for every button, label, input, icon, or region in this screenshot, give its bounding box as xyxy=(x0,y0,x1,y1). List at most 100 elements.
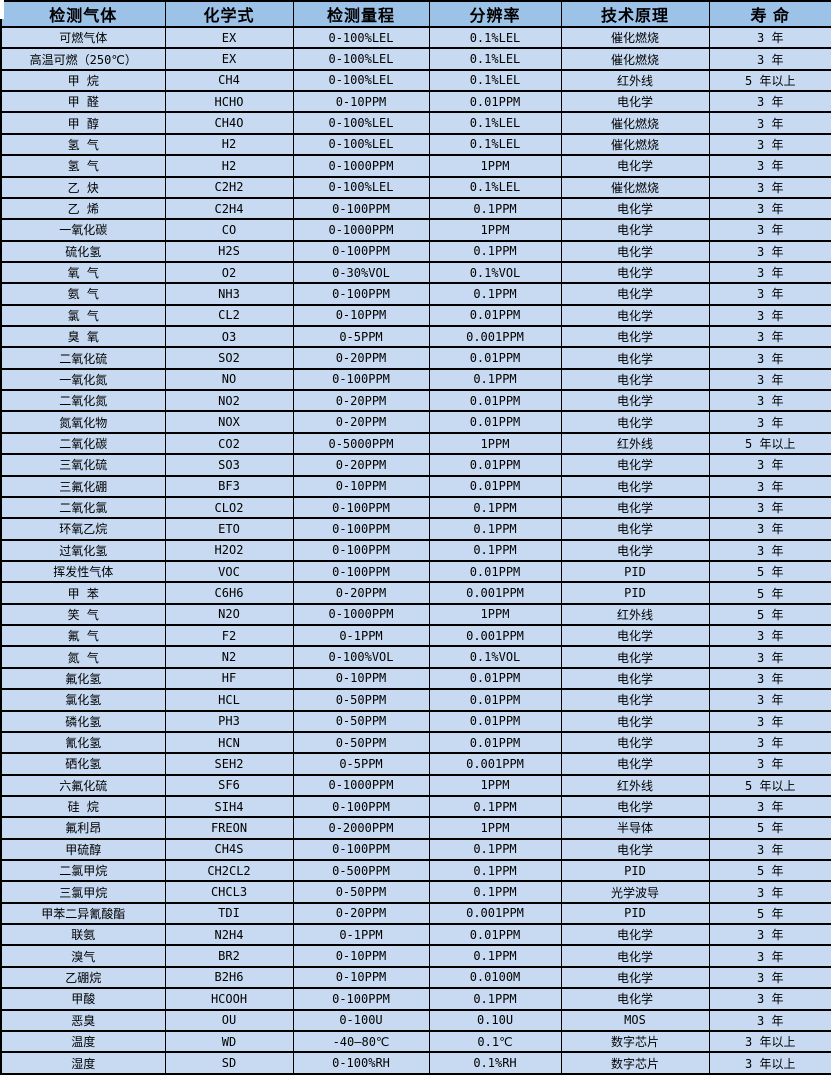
cell-gas: 硫化氢 xyxy=(0,239,166,263)
cell-gas: 氢 气 xyxy=(0,132,166,157)
cell-lifespan: 3 年 xyxy=(708,666,831,691)
cell-range: 0-100PPM xyxy=(292,794,430,819)
cell-lifespan: 5 年 xyxy=(708,581,831,605)
table-row: 三氯甲烷 CHCL3 0-50PPM 0.1PPM 光学波导 3 年 xyxy=(0,880,831,904)
cell-gas: 温度 xyxy=(0,1029,166,1054)
cell-principle: 催化燃烧 xyxy=(560,111,710,135)
cell-principle: 电化学 xyxy=(560,944,710,968)
cell-resolution: 0.1PPM xyxy=(428,944,562,968)
cell-gas: 磷化氢 xyxy=(0,709,166,733)
cell-lifespan: 5 年以上 xyxy=(708,431,831,456)
col-header-resolution: 分辨率 xyxy=(428,0,562,28)
cell-gas: 甲 醛 xyxy=(0,90,166,114)
table-row: 六氟化硫 SF6 0-1000PPM 1PPM 红外线 5 年以上 xyxy=(0,773,831,797)
cell-range: 0-10PPM xyxy=(292,944,430,968)
cell-range: 0-100PPM xyxy=(292,559,430,584)
col-header-principle: 技术原理 xyxy=(560,0,710,28)
cell-principle: 电化学 xyxy=(560,410,710,434)
cell-resolution: 0.10U xyxy=(428,1008,562,1032)
cell-principle: 电化学 xyxy=(560,90,710,114)
cell-range: 0-100%LEL xyxy=(292,175,430,199)
cell-formula: SO3 xyxy=(164,453,294,477)
cell-gas: 甲酸 xyxy=(0,987,166,1011)
cell-resolution: 0.1%LEL xyxy=(428,132,562,157)
cell-lifespan: 3 年 xyxy=(708,196,831,221)
cell-resolution: 0.1PPM xyxy=(428,196,562,221)
cell-gas: 氟化氢 xyxy=(0,666,166,691)
cell-principle: PID xyxy=(560,559,710,584)
table-row: 二氧化氯 CLO2 0-100PPM 0.1PPM 电化学 3 年 xyxy=(0,495,831,520)
cell-range: 0-20PPM xyxy=(292,410,430,434)
col-header-gas: 检测气体 xyxy=(0,0,166,28)
table-row: 氮氧化物 NOX 0-20PPM 0.01PPM 电化学 3 年 xyxy=(0,410,831,434)
cell-lifespan: 3 年 xyxy=(708,25,831,50)
cell-formula: O3 xyxy=(164,325,294,349)
cell-formula: CH2CL2 xyxy=(164,858,294,883)
cell-formula: PH3 xyxy=(164,709,294,733)
cell-gas: 甲硫醇 xyxy=(0,837,166,862)
table-row: 二氧化碳 CO2 0-5000PPM 1PPM 红外线 5 年以上 xyxy=(0,431,831,456)
table-row: 二氧化硫 SO2 0-20PPM 0.01PPM 电化学 3 年 xyxy=(0,346,831,370)
cell-lifespan: 3 年 xyxy=(708,367,831,392)
cell-lifespan: 3 年 xyxy=(708,944,831,968)
cell-gas: 氯 气 xyxy=(0,303,166,328)
cell-formula: NH3 xyxy=(164,282,294,306)
cell-principle: 电化学 xyxy=(560,260,710,285)
cell-gas: 乙 烯 xyxy=(0,196,166,221)
cell-formula: EX xyxy=(164,25,294,50)
cell-resolution: 0.1PPM xyxy=(428,367,562,392)
cell-formula: OU xyxy=(164,1008,294,1032)
cell-range: 0-10PPM xyxy=(292,666,430,691)
cell-lifespan: 5 年 xyxy=(708,901,831,926)
cell-lifespan: 3 年 xyxy=(708,837,831,862)
table-row: 联氨 N2H4 0-1PPM 0.01PPM 电化学 3 年 xyxy=(0,923,831,947)
cell-principle: 红外线 xyxy=(560,68,710,93)
cell-gas: 氟 气 xyxy=(0,624,166,648)
cell-gas: 乙硼烷 xyxy=(0,965,166,990)
cell-lifespan: 3 年 xyxy=(708,175,831,199)
cell-principle: 催化燃烧 xyxy=(560,175,710,199)
cell-lifespan: 3 年 xyxy=(708,965,831,990)
cell-principle: 电化学 xyxy=(560,453,710,477)
cell-lifespan: 3 年 xyxy=(708,260,831,285)
table-row: 笑 气 N2O 0-1000PPM 1PPM 红外线 5 年 xyxy=(0,602,831,627)
cell-lifespan: 3 年 xyxy=(708,752,831,776)
cell-lifespan: 3 年 xyxy=(708,325,831,349)
table-row: 一氧化碳 CO 0-1000PPM 1PPM 电化学 3 年 xyxy=(0,218,831,242)
cell-principle: PID xyxy=(560,858,710,883)
cell-formula: C2H4 xyxy=(164,196,294,221)
cell-resolution: 0.01PPM xyxy=(428,923,562,947)
table-row: 氟 气 F2 0-1PPM 0.001PPM 电化学 3 年 xyxy=(0,624,831,648)
cell-lifespan: 3 年 xyxy=(708,794,831,819)
cell-lifespan: 5 年 xyxy=(708,559,831,584)
cell-gas: 湿度 xyxy=(0,1051,166,1075)
cell-range: 0-100%LEL xyxy=(292,47,430,71)
cell-lifespan: 3 年 xyxy=(708,709,831,733)
cell-range: 0-100PPM xyxy=(292,282,430,306)
cell-formula: HCL xyxy=(164,688,294,712)
table-row: 磷化氢 PH3 0-50PPM 0.01PPM 电化学 3 年 xyxy=(0,709,831,733)
cell-principle: 电化学 xyxy=(560,837,710,862)
cell-formula: SEH2 xyxy=(164,752,294,776)
cell-range: 0-100%LEL xyxy=(292,111,430,135)
cell-principle: 半导体 xyxy=(560,816,710,840)
cell-gas: 高温可燃（250℃） xyxy=(0,47,166,71)
cell-range: 0-1000PPM xyxy=(292,602,430,627)
cell-gas: 甲 苯 xyxy=(0,581,166,605)
cell-range: 0-5PPM xyxy=(292,325,430,349)
cell-gas: 二氧化氯 xyxy=(0,495,166,520)
cell-range: 0-20PPM xyxy=(292,453,430,477)
cell-resolution: 0.01PPM xyxy=(428,559,562,584)
cell-principle: 数字芯片 xyxy=(560,1051,710,1075)
cell-lifespan: 5 年以上 xyxy=(708,773,831,797)
cell-principle: 催化燃烧 xyxy=(560,25,710,50)
cell-resolution: 0.01PPM xyxy=(428,730,562,755)
cell-gas: 恶臭 xyxy=(0,1008,166,1032)
cell-formula: CO xyxy=(164,218,294,242)
cell-principle: 电化学 xyxy=(560,196,710,221)
cell-gas: 硅 烷 xyxy=(0,794,166,819)
table-row: 二氧化氮 NO2 0-20PPM 0.01PPM 电化学 3 年 xyxy=(0,389,831,413)
cell-resolution: 0.1PPM xyxy=(428,538,562,563)
cell-formula: NO2 xyxy=(164,389,294,413)
cell-gas: 环氧乙烷 xyxy=(0,517,166,541)
